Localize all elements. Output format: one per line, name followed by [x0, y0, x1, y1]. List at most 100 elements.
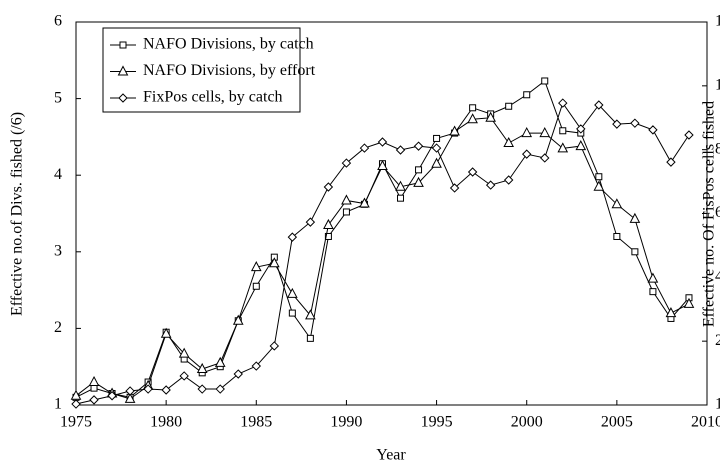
marker [558, 98, 568, 108]
marker [683, 297, 695, 308]
marker [305, 217, 316, 227]
x-tick-label: 2000 [511, 414, 543, 431]
marker [449, 183, 460, 193]
marker [377, 159, 388, 171]
marker [395, 145, 406, 155]
marker [268, 257, 280, 268]
marker [433, 134, 441, 142]
y-tick-label: 1 [54, 396, 62, 413]
x-axis-title: Year [376, 447, 406, 464]
series-line [75, 80, 690, 398]
marker [89, 395, 99, 405]
y-tick-label: 6 [54, 13, 62, 30]
marker [576, 124, 586, 134]
x-tick-label: 1980 [150, 414, 182, 431]
marker [449, 125, 460, 136]
marker [179, 371, 189, 381]
marker [251, 361, 261, 371]
marker [71, 399, 81, 409]
series-line [75, 117, 690, 400]
x-tick-label: 1990 [330, 414, 362, 431]
marker [503, 136, 515, 148]
y2-tick-label: 201 [715, 332, 720, 349]
marker [413, 141, 424, 151]
marker [631, 248, 639, 256]
marker [214, 356, 226, 367]
marker [469, 104, 477, 112]
marker [359, 143, 370, 153]
marker [215, 384, 225, 394]
marker [485, 111, 496, 122]
marker [397, 194, 405, 202]
marker [359, 197, 370, 208]
y2-tick-label: 1 [715, 396, 720, 413]
marker [505, 102, 513, 110]
marker [161, 385, 171, 395]
marker [539, 127, 551, 138]
marker [522, 149, 532, 159]
marker [341, 194, 352, 205]
marker [467, 113, 478, 124]
y2-axis-title: Effective no. Of FisPos cells fished [701, 101, 718, 327]
x-tick-label: 2010 [691, 414, 720, 431]
marker [594, 100, 604, 110]
marker [197, 384, 207, 394]
marker [523, 91, 531, 99]
marker [377, 137, 388, 147]
marker [288, 309, 296, 317]
y-tick-label: 2 [54, 319, 62, 336]
marker [250, 261, 262, 272]
marker [648, 125, 658, 135]
y2-tick-label: 601 [715, 204, 720, 221]
y2-tick-label: 401 [715, 268, 720, 285]
y-tick-label: 4 [54, 166, 62, 183]
series-line [75, 101, 690, 405]
marker [178, 347, 190, 358]
y-axis-title: Effective no.of Divs. fished (/6) [9, 112, 26, 316]
marker [90, 384, 98, 392]
marker [143, 384, 153, 394]
marker [415, 166, 423, 174]
marker [324, 232, 332, 240]
y-tick-label: 5 [54, 89, 62, 106]
marker [306, 334, 314, 342]
marker [395, 180, 406, 191]
marker [521, 127, 533, 138]
marker [559, 127, 567, 135]
marker [107, 391, 117, 401]
marker [557, 142, 569, 153]
marker [503, 175, 514, 185]
y2-tick-label: 801 [715, 140, 720, 157]
marker [613, 232, 621, 240]
marker [611, 198, 623, 209]
marker [541, 77, 549, 85]
marker [575, 140, 587, 151]
marker [612, 119, 622, 129]
marker [305, 309, 316, 320]
marker [413, 176, 424, 187]
legend-label: NAFO Divisions, by catch [143, 36, 314, 53]
marker [431, 157, 442, 168]
marker [119, 41, 127, 49]
marker [125, 386, 135, 396]
marker [467, 167, 478, 177]
y-tick-label: 3 [54, 242, 62, 259]
marker [323, 218, 334, 229]
marker [431, 143, 442, 153]
marker [88, 375, 100, 387]
x-tick-label: 1995 [421, 414, 453, 431]
legend-label: FixPos cells, by catch [143, 89, 283, 106]
y2-tick-label: 1201 [715, 13, 720, 30]
marker [684, 130, 694, 140]
marker [160, 327, 172, 338]
marker [342, 208, 350, 216]
x-tick-label: 1975 [60, 414, 92, 431]
marker [630, 118, 640, 128]
marker [647, 272, 659, 283]
marker [665, 307, 677, 318]
marker [629, 212, 641, 223]
marker [540, 153, 550, 163]
y2-tick-label: 1001 [715, 77, 720, 94]
marker [323, 182, 334, 192]
